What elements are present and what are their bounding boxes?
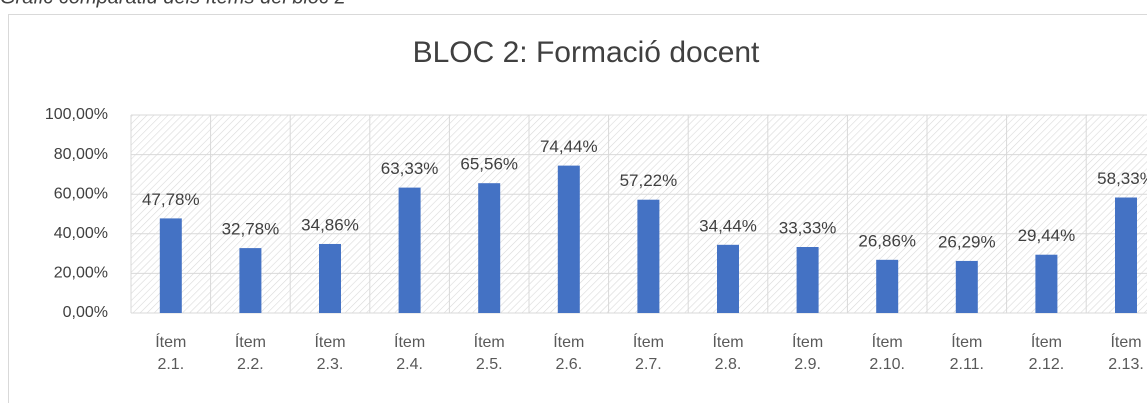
- x-tick-label: Ítem 2.12.: [1028, 334, 1065, 373]
- data-label: 26,86%: [858, 231, 916, 250]
- bar: [398, 187, 421, 313]
- y-tick-label: 80,00%: [54, 146, 108, 163]
- x-tick-label: Ítem 2.3.: [314, 334, 346, 373]
- y-tick-label: 0,00%: [63, 304, 108, 321]
- bar: [1115, 197, 1137, 313]
- x-tick-label-box: Ítem 2.9.: [792, 334, 824, 373]
- x-tick-label-box: Ítem 2.6.: [553, 334, 585, 373]
- bar: [1035, 254, 1058, 313]
- data-label: 26,29%: [938, 232, 996, 251]
- x-tick-label-box: Ítem 2.3.: [314, 334, 346, 373]
- data-label: 58,33%: [1097, 169, 1147, 188]
- bar: [478, 183, 501, 313]
- x-tick-label: Ítem 2.11.: [949, 334, 984, 373]
- x-tick-label-box: Ítem 2.1.: [155, 334, 187, 373]
- y-tick-label: 100,00%: [45, 106, 108, 123]
- bar: [319, 243, 341, 313]
- x-tick-label: Ítem 2.2.: [234, 334, 266, 373]
- x-tick-label-box: Ítem 2.4.: [394, 334, 426, 373]
- data-label: 63,33%: [381, 159, 439, 178]
- bar: [159, 218, 182, 313]
- caption: Gràfic comparatiu dels ítems del bloc 2: [0, 0, 346, 8]
- x-tick-label: Ítem 2.5.: [473, 334, 505, 373]
- x-tick-label: Ítem 2.13.: [1108, 334, 1144, 373]
- x-tick-label: Ítem 2.9.: [792, 334, 824, 373]
- y-tick-label: 60,00%: [54, 185, 108, 202]
- x-tick-label-box: Ítem 2.8.: [712, 334, 744, 373]
- bar: [717, 244, 739, 313]
- chart-title: BLOC 2: Formació docent: [413, 36, 760, 69]
- x-tick-label-box: Ítem 2.11.: [949, 334, 984, 373]
- y-tick-label: 40,00%: [54, 225, 108, 242]
- data-label: 47,78%: [142, 190, 200, 209]
- x-tick-label: Ítem 2.8.: [712, 334, 744, 373]
- x-tick-label: Ítem 2.6.: [553, 334, 585, 373]
- x-tick-label: Ítem 2.1.: [155, 334, 187, 373]
- data-label: 29,44%: [1018, 226, 1076, 245]
- x-tick-label-box: Ítem 2.12.: [1028, 334, 1065, 373]
- data-label: 65,56%: [460, 155, 518, 174]
- bar: [239, 248, 262, 313]
- y-tick-label: 20,00%: [54, 265, 108, 282]
- x-tick-label: Ítem 2.10.: [869, 334, 905, 373]
- data-label: 33,33%: [779, 218, 837, 237]
- x-tick-label-box: Ítem 2.10.: [869, 334, 905, 373]
- data-label: 34,44%: [699, 216, 757, 235]
- x-tick-label-box: Ítem 2.13.: [1108, 334, 1144, 373]
- bar: [876, 259, 899, 313]
- data-label: 74,44%: [540, 137, 598, 156]
- x-tick-label-box: Ítem 2.5.: [473, 334, 505, 373]
- bar: [637, 199, 660, 313]
- bar: [557, 165, 580, 313]
- x-tick-label-box: Ítem 2.7.: [632, 334, 664, 373]
- x-tick-label-box: Ítem 2.2.: [234, 334, 266, 373]
- data-label: 32,78%: [222, 220, 280, 239]
- bar: [955, 260, 978, 313]
- data-label: 34,86%: [301, 215, 359, 234]
- bar: [796, 247, 819, 313]
- x-tick-label: Ítem 2.7.: [632, 334, 664, 373]
- x-tick-label: Ítem 2.4.: [394, 334, 426, 373]
- data-label: 57,22%: [620, 171, 678, 190]
